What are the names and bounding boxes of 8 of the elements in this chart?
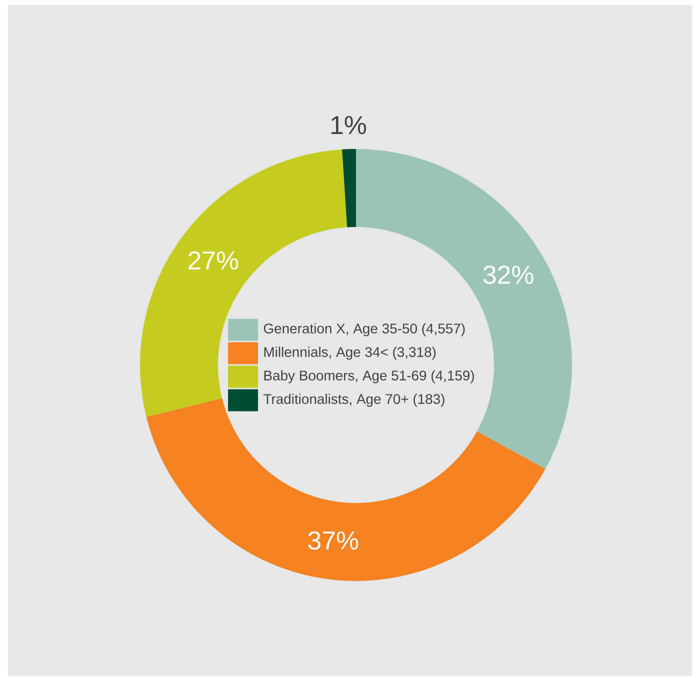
legend-label: Baby Boomers, Age 51-69 (4,159) [264,370,474,384]
legend-label: Generation X, Age 35-50 (4,557) [264,323,465,336]
data-label: 32% [483,266,534,284]
data-label: 27% [188,251,238,270]
legend-label: Traditionalists, Age 70+ (183) [264,394,444,407]
data-label: 37% [308,531,358,550]
data-label: 1% [331,116,366,134]
legend-label: Millennials, Age 34< (3,318) [264,346,436,360]
